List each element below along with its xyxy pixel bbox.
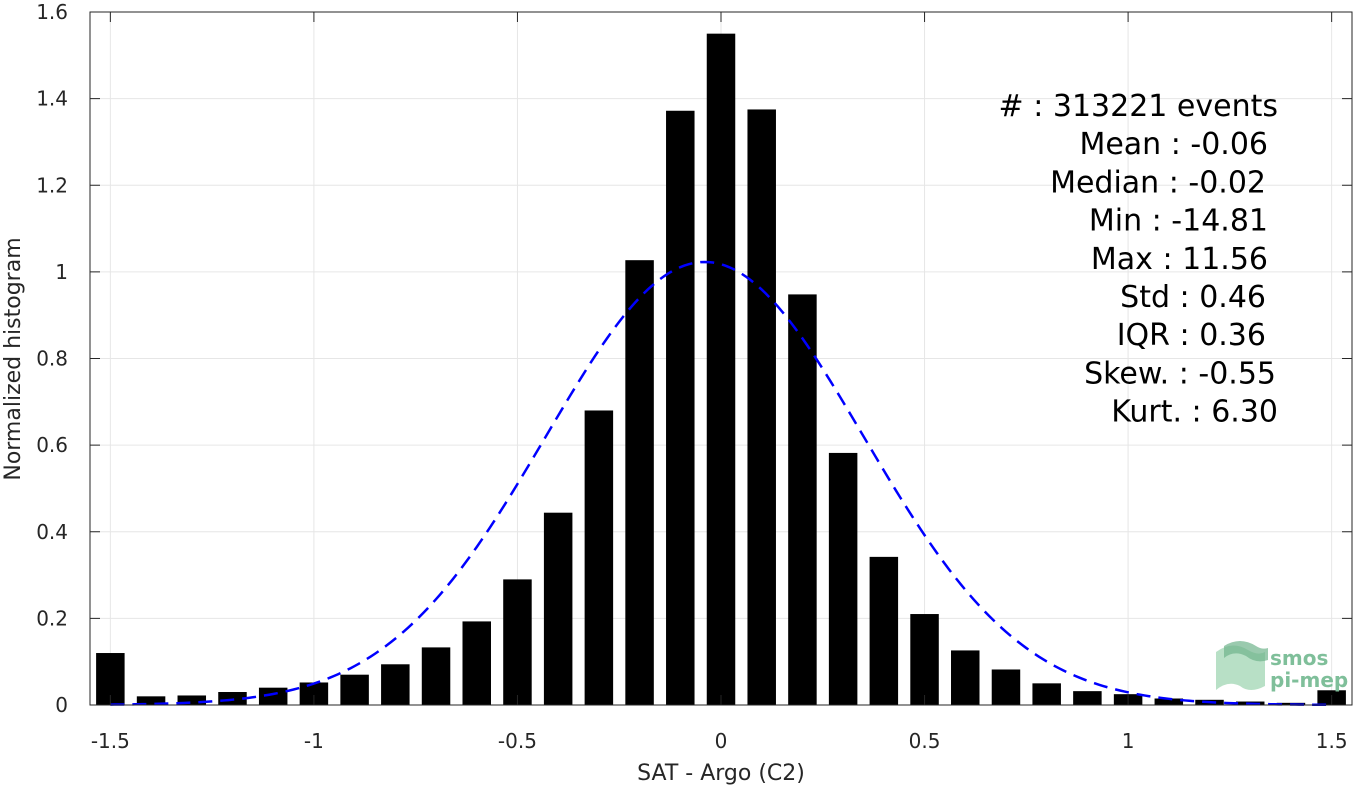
- stat-line: Std : 0.46: [1120, 280, 1266, 315]
- logo-wave-back-icon: [1224, 641, 1268, 662]
- histogram-bar: [1032, 683, 1061, 705]
- histogram-bar: [910, 614, 939, 705]
- y-tick-label: 1.6: [36, 0, 68, 24]
- histogram-bar: [828, 452, 858, 705]
- x-axis-label: SAT - Argo (C2): [637, 761, 805, 786]
- histogram-bar: [503, 579, 532, 705]
- x-tick-label: -1: [304, 729, 324, 753]
- stat-line: IQR : 0.36: [1117, 318, 1266, 353]
- histogram-bar: [421, 647, 451, 705]
- histogram-bar: [340, 674, 369, 705]
- stat-line: Median : -0.02: [1050, 165, 1266, 200]
- histogram-bar: [991, 669, 1021, 705]
- stat-line: # : 313221 events: [999, 89, 1278, 124]
- x-tick-label: 1: [1122, 729, 1135, 753]
- y-axis-label: Normalized histogram: [1, 237, 26, 480]
- histogram-bar: [258, 687, 288, 705]
- histogram-bar: [299, 682, 329, 705]
- histogram-bar: [1154, 698, 1184, 705]
- y-tick-label: 0.8: [36, 347, 68, 371]
- histogram-bar: [747, 109, 776, 705]
- y-tick-labels: 0 0.2 0.4 0.6 0.8 1 1.2 1.4 1.6: [36, 0, 68, 717]
- x-tick-label: 0: [715, 729, 728, 753]
- y-tick-label: 0.6: [36, 433, 68, 457]
- histogram-bar: [584, 410, 614, 705]
- histogram-bar: [706, 33, 736, 705]
- stat-line: Skew. : -0.55: [1084, 356, 1276, 391]
- y-tick-label: 1.4: [36, 87, 68, 111]
- histogram-bar: [869, 556, 899, 705]
- ticks: [90, 11, 1352, 706]
- y-tick-label: 0: [55, 693, 68, 717]
- histogram-bar: [666, 110, 695, 705]
- histogram-bar: [1073, 691, 1102, 705]
- stat-line: Max : 11.56: [1091, 242, 1268, 277]
- histogram-bar: [543, 512, 573, 705]
- histogram-bar: [625, 260, 654, 705]
- x-tick-labels: -1.5 -1 -0.5 0 0.5 1 1.5: [91, 729, 1348, 753]
- smos-pi-mep-logo: smos pi-mep: [1216, 641, 1348, 692]
- stat-line: Mean : -0.06: [1079, 127, 1268, 162]
- bars: [96, 33, 1346, 705]
- y-tick-label: 1.2: [36, 173, 68, 197]
- logo-line1: smos: [1270, 646, 1328, 670]
- histogram-bar: [951, 650, 980, 705]
- histogram-bar: [788, 294, 817, 705]
- x-tick-label: 1.5: [1316, 729, 1348, 753]
- x-tick-label: -1.5: [91, 729, 130, 753]
- histogram-bar: [177, 695, 207, 705]
- y-tick-label: 0.2: [36, 606, 68, 630]
- normal-fit-curve: [110, 260, 1332, 707]
- stat-line: Kurt. : 6.30: [1111, 395, 1278, 430]
- y-tick-label: 1: [55, 260, 68, 284]
- x-tick-label: 0.5: [909, 729, 941, 753]
- y-tick-label: 0.4: [36, 520, 68, 544]
- stat-line: Min : -14.81: [1089, 204, 1268, 239]
- histogram-bar: [462, 621, 491, 705]
- histogram-bar: [136, 696, 166, 705]
- histogram-bar: [381, 664, 410, 705]
- x-tick-label: -0.5: [498, 729, 537, 753]
- logo-line2: pi-mep: [1270, 668, 1348, 692]
